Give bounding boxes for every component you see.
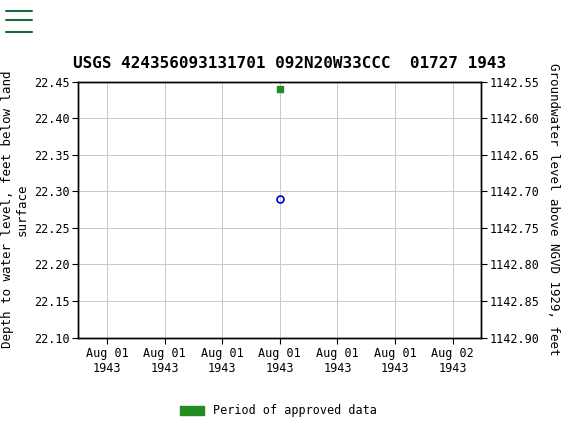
Y-axis label: Groundwater level above NGVD 1929, feet: Groundwater level above NGVD 1929, feet <box>546 63 560 356</box>
Legend: Period of approved data: Period of approved data <box>175 399 382 422</box>
FancyBboxPatch shape <box>5 3 63 42</box>
Y-axis label: Depth to water level, feet below land
surface: Depth to water level, feet below land su… <box>1 71 29 348</box>
Text: USGS 424356093131701 092N20W33CCC  01727 1943: USGS 424356093131701 092N20W33CCC 01727 … <box>74 56 506 71</box>
Text: USGS: USGS <box>72 14 128 31</box>
